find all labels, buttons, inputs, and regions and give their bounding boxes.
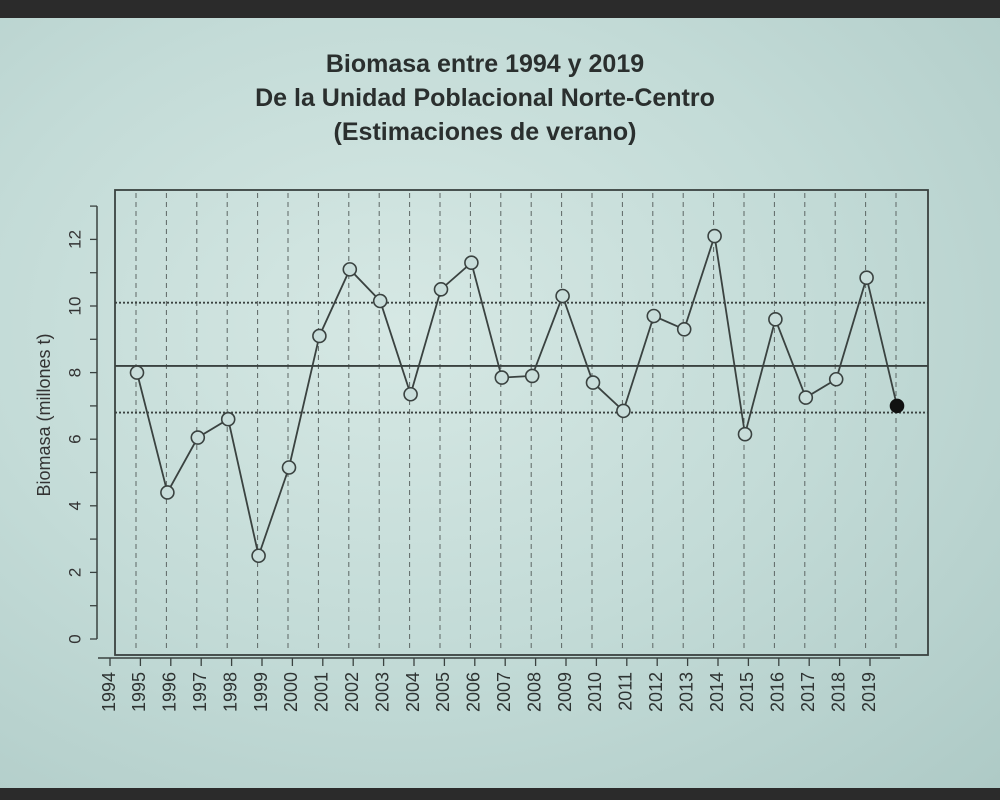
data-point	[220, 411, 236, 427]
data-point	[859, 270, 874, 285]
y-tick-label: 12	[65, 230, 84, 249]
x-tick-label: 2005	[433, 672, 453, 712]
data-point	[494, 370, 510, 385]
series-line	[136, 235, 898, 560]
x-tick-label: 2014	[707, 672, 727, 712]
y-axis-label: Biomasa (millones t)	[34, 333, 54, 496]
data-point	[312, 328, 327, 344]
x-tick-label: 2007	[494, 672, 514, 712]
data-point	[676, 322, 692, 337]
x-tick-label: 1996	[160, 672, 180, 712]
x-tick-label: 1997	[190, 672, 210, 712]
x-tick-label: 2016	[768, 672, 788, 712]
x-tick-label: 1999	[251, 672, 271, 712]
chart-title-line-3: (Estimaciones de verano)	[333, 118, 637, 146]
x-tick-label: 2013	[676, 672, 696, 712]
x-tick-label: 2017	[798, 672, 818, 712]
data-point	[707, 228, 722, 244]
y-tick-label: 2	[65, 568, 84, 577]
data-point	[798, 390, 814, 405]
x-tick-label: 2010	[585, 672, 605, 712]
plot-frame	[114, 189, 929, 656]
y-tick-label: 10	[65, 297, 84, 316]
data-point	[403, 386, 418, 402]
x-tick-label: 2003	[372, 672, 392, 712]
x-tick-label: 2002	[342, 672, 362, 712]
data-point	[555, 288, 570, 304]
chart-title-line-2: De la Unidad Poblacional Norte-Centro	[255, 84, 715, 112]
x-tick-label: 2008	[524, 672, 544, 712]
chart-title-line-1: Biomasa entre 1994 y 2019	[325, 50, 645, 78]
data-point	[281, 460, 297, 475]
x-tick-label: 2011	[616, 672, 636, 711]
data-point	[616, 403, 631, 419]
x-tick-label: 1998	[220, 672, 240, 712]
x-tick-label: 1994	[99, 672, 119, 712]
x-tick-label: 2009	[555, 672, 575, 712]
x-tick-label: 2004	[403, 672, 423, 712]
data-point	[251, 548, 266, 564]
data-point	[524, 368, 540, 384]
data-point	[737, 426, 753, 442]
data-point	[464, 255, 479, 271]
data-point	[768, 312, 783, 327]
data-point	[190, 430, 206, 445]
data-point	[828, 371, 844, 387]
x-tick-label: 2000	[281, 672, 301, 712]
x-tick-label: 2012	[646, 672, 666, 712]
y-tick-label: 4	[65, 501, 84, 510]
y-tick-label: 6	[65, 434, 84, 443]
data-point	[585, 375, 601, 390]
x-tick-label: 2015	[737, 672, 757, 712]
y-tick-label: 8	[65, 368, 84, 377]
data-point	[372, 293, 388, 309]
data-point-filled	[889, 398, 905, 414]
data-point	[433, 282, 449, 297]
x-tick-label: 2019	[859, 672, 879, 712]
data-point	[342, 262, 358, 277]
x-tick-label: 1995	[129, 672, 149, 712]
y-tick-label: 0	[65, 634, 84, 643]
data-point	[160, 485, 175, 500]
x-tick-label: 2006	[464, 672, 484, 712]
x-tick-label: 2018	[828, 672, 848, 712]
data-point	[646, 308, 662, 324]
data-point	[129, 365, 145, 380]
x-tick-label: 2001	[312, 672, 332, 712]
